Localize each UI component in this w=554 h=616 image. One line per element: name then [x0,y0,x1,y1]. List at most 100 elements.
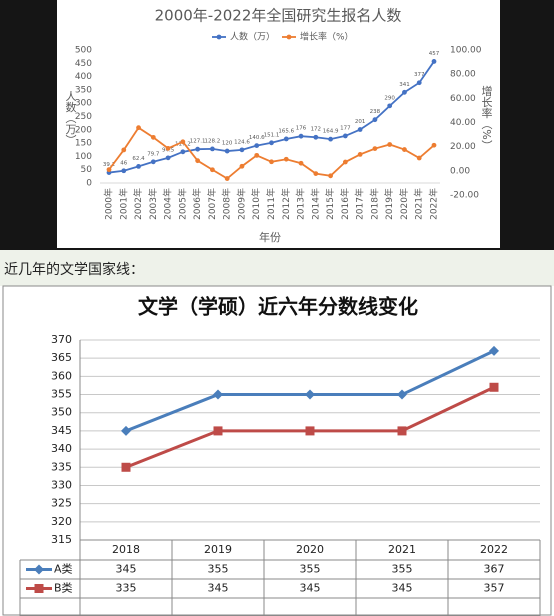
data-label: 124.6 [234,139,250,145]
data-label: 341 [399,82,410,88]
y-tick-label: 355 [51,388,72,401]
y-tick-label: 365 [51,351,72,364]
legend-marker [286,34,292,40]
data-label: 238 [370,109,381,115]
data-point [313,134,319,140]
data-label: 140.6 [249,135,265,141]
legend-label: 人数（万） [230,31,275,43]
data-point [328,173,333,179]
y2-tick-label: 20.00 [450,142,476,152]
data-point [269,159,274,165]
data-label: 117.2 [175,141,191,147]
x-tick-label: 2009年 [235,188,247,220]
chart-frame [2,285,552,616]
data-point [328,136,333,142]
x-tick-label: 2012年 [280,188,292,220]
y-tick-label: 360 [51,369,72,382]
legend-marker [34,564,44,575]
data-point [210,146,215,152]
x-tick-label: 2020年 [398,188,410,220]
y-tick-label: 200 [75,125,92,135]
data-point [213,426,223,436]
data-point [416,155,422,161]
chart-title: 2000年-2022年全国研究生报名人数 [155,7,402,25]
x-tick-label: 2022 [480,543,508,556]
data-label: 79.7 [147,151,160,157]
data-point [180,149,186,155]
y2-tick-label: 100.00 [450,46,482,56]
x-tick-label: 2018 [112,543,140,556]
table-cell: 345 [208,582,229,595]
data-point [224,176,230,181]
table-cell: 367 [484,563,505,576]
x-tick-label: 2014年 [309,188,321,220]
data-point [180,139,186,145]
data-point [150,134,156,140]
x-tick-label: 2013年 [295,188,307,220]
data-point [106,167,112,173]
data-point [121,168,127,174]
y-tick-label: 315 [51,533,72,546]
y-tick-label: 370 [51,333,72,346]
y-tick-label: 0 [86,179,92,189]
data-label: 62.4 [132,156,145,162]
x-tick-label: 2022年 [428,188,440,220]
data-point [269,140,274,146]
data-point [121,462,131,472]
y-tick-label: 250 [75,112,92,122]
x-axis-label: 年份 [259,230,281,244]
x-tick-label: 2007年 [206,188,218,220]
data-point [298,160,304,166]
y2-tick-label: 60.00 [450,94,476,104]
x-tick-label: 2016年 [339,188,351,220]
chart-title: 文学（学硕）近六年分数线变化 [138,295,418,319]
data-label: 457 [429,51,440,57]
y2-tick-label: -20.00 [450,191,479,201]
y-tick-label: 325 [51,497,72,510]
y-tick-label: 320 [51,515,72,528]
legend-marker [34,584,44,593]
data-point [313,171,319,177]
y2-tick-label: 80.00 [450,70,476,80]
data-point [372,146,378,152]
data-label: 39.2 [103,162,115,168]
y-tick-label: 100 [75,152,92,162]
data-point [239,147,245,153]
data-point [431,59,437,64]
x-tick-label: 2008年 [221,188,233,220]
data-point [298,133,304,139]
data-point [165,155,171,161]
data-point [397,426,407,436]
data-point [416,80,422,86]
table-cell: 345 [300,582,321,595]
y-tick-label: 50 [81,165,93,175]
data-label: 172 [311,127,322,133]
data-point [342,133,348,139]
data-label: 128.2 [205,138,221,144]
y-tick-label: 500 [75,46,92,56]
data-label: 377 [414,72,425,78]
data-point [387,142,393,147]
y-tick-label: 335 [51,460,72,473]
chart-panel [57,0,500,248]
data-point [136,125,141,131]
x-tick-label: 2015年 [324,188,336,220]
data-label: 164.9 [323,129,339,135]
data-point [213,389,223,400]
y-axis-label: 人数（万） [64,90,77,145]
data-point [283,156,289,162]
data-label: 120 [222,141,233,147]
x-tick-label: 2002年 [132,188,144,220]
x-tick-label: 2017年 [354,188,366,220]
y-tick-label: 150 [75,139,92,149]
data-point [342,159,348,165]
data-point [305,426,315,436]
table-cell: 345 [392,582,413,595]
data-point [150,159,156,165]
x-tick-label: 2003年 [147,188,159,220]
data-point [397,389,407,400]
data-point [489,382,499,392]
legend-label: A类 [54,562,73,576]
y2-axis-label: 增长率（%） [480,84,493,151]
